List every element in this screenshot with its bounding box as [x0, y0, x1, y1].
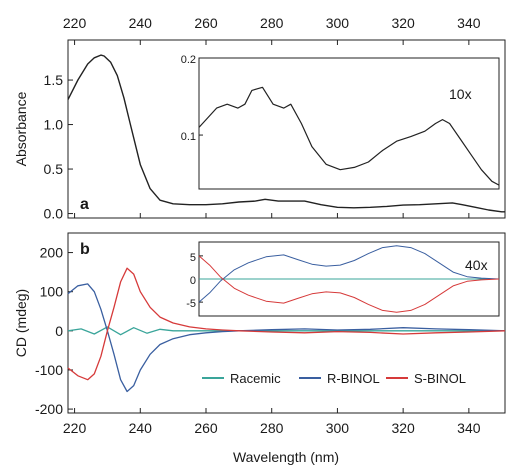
panel-b-legend: Racemic R-BINOL S-BINOL — [202, 371, 466, 386]
panel-b-cd: -200 -100 0 100 200 220 240 260 280 300 320 340 CD… — [13, 232, 506, 436]
top-xtick-label: 240 — [129, 15, 153, 31]
panel-b-label: b — [80, 241, 90, 258]
top-xtick-label: 280 — [260, 15, 284, 31]
panel-b-inset-series — [198, 245, 500, 313]
panel-b-ylabel: CD (mdeg) — [13, 289, 29, 357]
panel-a-ytick-label: 1.5 — [44, 72, 64, 88]
panel-a-inset-frame — [198, 57, 500, 190]
panel-b-xtick-label: 300 — [326, 420, 350, 436]
panel-b-inset-series-s-binol-line — [198, 255, 500, 313]
panel-a-ytick-label: 1.0 — [44, 117, 64, 133]
top-xtick-label: 300 — [326, 15, 350, 31]
panel-b-frame — [67, 232, 506, 414]
panel-a-frame — [67, 39, 506, 219]
top-xtick-label: 320 — [391, 15, 415, 31]
panel-b-xtick-label: 260 — [194, 420, 218, 436]
panel-b-series-s-binol-line — [67, 267, 506, 381]
panel-b-ytick-label: -200 — [35, 401, 63, 417]
top-xtick-label: 260 — [194, 15, 218, 31]
panel-a-series — [67, 54, 505, 213]
top-xtick-label: 220 — [63, 15, 87, 31]
panel-b-inset: -5 0 5 40x — [186, 241, 500, 317]
panel-a-y-ticks: 0.0 0.5 1.0 1.5 — [44, 72, 73, 222]
panel-a-inset: 0.1 0.2 10x — [181, 54, 500, 190]
panel-a-x-tickmarks — [74, 40, 470, 218]
panel-b-inset-label: 40x — [465, 257, 488, 273]
panel-b-ytick-label: 100 — [40, 284, 64, 300]
panel-b-ytick-label: 200 — [40, 245, 64, 261]
panel-b-series-racemic-line — [67, 326, 505, 336]
panel-a-ytick-label: 0.5 — [44, 161, 64, 177]
panel-a-inset-ytick-label: 0.1 — [181, 131, 196, 143]
top-x-axis-ticks: 220 240 260 280 300 320 340 — [63, 15, 481, 31]
panel-a-inset-label: 10x — [449, 86, 472, 102]
panel-b-y-ticks: -200 -100 0 100 200 — [35, 245, 73, 417]
panel-b-inset-ytick-label: 5 — [190, 252, 196, 264]
shared-x-axis-label: Wavelength (nm) — [233, 449, 339, 465]
legend-label-s-binol: S-BINOL — [414, 371, 466, 386]
panel-a-absorbance: 0.0 0.5 1.0 1.5 Absorbance a 0.1 0.2 10x — [13, 39, 506, 222]
panel-b-xtick-label: 240 — [129, 420, 153, 436]
panel-b-inset-ytick-label: -5 — [186, 298, 196, 310]
panel-a-ytick-label: 0.0 — [44, 206, 64, 222]
panel-b-inset-ytick-label: 0 — [190, 275, 196, 287]
panel-b-xtick-label: 340 — [457, 420, 481, 436]
panel-a-label: a — [80, 196, 89, 213]
legend-label-racemic: Racemic — [230, 371, 281, 386]
panel-b-inset-series-r-binol-line — [198, 245, 500, 303]
panel-b-x-ticks: 220 240 260 280 300 320 340 — [63, 408, 481, 436]
panel-a-inset-series — [198, 86, 500, 186]
panel-a-inset-ytick-label: 0.2 — [181, 54, 196, 66]
panel-b-xtick-label: 320 — [391, 420, 415, 436]
panel-b-series — [67, 267, 506, 393]
panel-b-series-r-binol-line — [67, 283, 506, 393]
panel-a-inset-series-0-line — [198, 86, 500, 186]
panel-a-series-0-line — [67, 54, 505, 213]
panel-b-xtick-label: 280 — [260, 420, 284, 436]
panel-b-ytick-label: 0 — [55, 323, 63, 339]
panel-a-ylabel: Absorbance — [13, 91, 29, 166]
panel-b-xtick-label: 220 — [63, 420, 87, 436]
panel-a-inset-y-ticks: 0.1 0.2 — [181, 54, 203, 143]
top-xtick-label: 340 — [457, 15, 481, 31]
panel-b-ytick-label: -100 — [35, 362, 63, 378]
legend-label-r-binol: R-BINOL — [327, 371, 380, 386]
